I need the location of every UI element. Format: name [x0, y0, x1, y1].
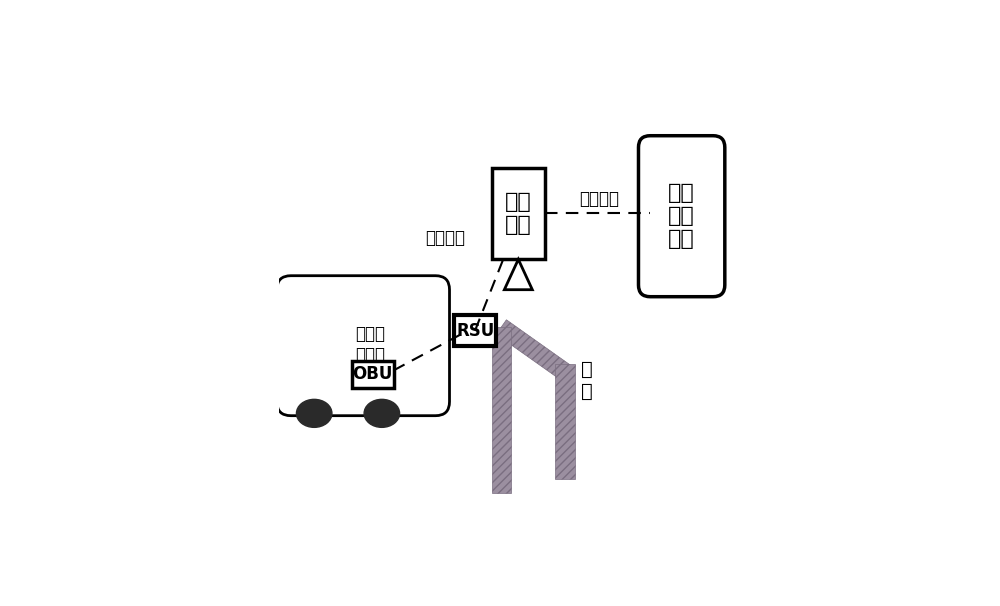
- Text: 车牌信息: 车牌信息: [425, 229, 465, 247]
- Bar: [492, 168, 545, 259]
- Text: OBU: OBU: [352, 365, 393, 383]
- Text: 支付请求: 支付请求: [579, 190, 619, 208]
- Text: 发送探
测微波: 发送探 测微波: [355, 325, 385, 364]
- Bar: [352, 361, 394, 388]
- Bar: [492, 327, 511, 493]
- Bar: [555, 364, 575, 479]
- Polygon shape: [496, 320, 570, 379]
- FancyBboxPatch shape: [277, 276, 450, 416]
- Text: 高速
联网
中心: 高速 联网 中心: [668, 183, 695, 250]
- Ellipse shape: [296, 399, 332, 427]
- Text: RSU: RSU: [456, 322, 494, 339]
- FancyBboxPatch shape: [638, 136, 725, 297]
- Polygon shape: [504, 259, 532, 290]
- Bar: [454, 315, 496, 345]
- Ellipse shape: [364, 399, 400, 427]
- Text: 闸
机: 闸 机: [581, 360, 593, 401]
- Text: 收费
系统: 收费 系统: [505, 192, 532, 236]
